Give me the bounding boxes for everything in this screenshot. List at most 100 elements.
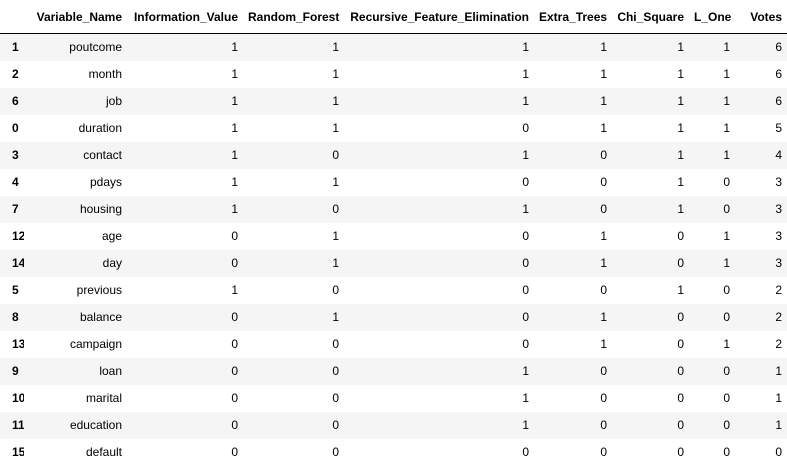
cell-extra-trees: 1: [600, 121, 607, 135]
cell-variable-name: default: [85, 445, 122, 459]
cell-extra-trees: 0: [600, 175, 607, 189]
cell-votes: 1: [775, 364, 782, 378]
table-header: Variable_Name Information_Value Random_F…: [0, 0, 787, 34]
cell-votes: 2: [775, 310, 782, 324]
cell-recursive-feature-elimination: 0: [522, 337, 529, 351]
cell-chi-square: 0: [677, 445, 684, 459]
cell-information-value: 0: [231, 256, 238, 270]
cell-random-forest: 0: [332, 445, 339, 459]
cell-recursive-feature-elimination: 1: [522, 148, 529, 162]
cell-chi-square: 1: [677, 40, 684, 55]
cell-votes: 3: [775, 175, 782, 189]
cell-extra-trees: 0: [600, 364, 607, 378]
row-index: 14: [12, 256, 24, 270]
cell-extra-trees: 1: [600, 94, 607, 108]
table-row: 8 balance 0 1 0 1 0 0 2: [0, 303, 787, 331]
row-index: 7: [12, 202, 19, 216]
row-index: 0: [12, 121, 19, 135]
cell-variable-name: balance: [79, 310, 122, 324]
cell-l-one: 1: [723, 229, 730, 243]
cell-random-forest: 1: [332, 256, 339, 270]
cell-chi-square: 1: [677, 67, 684, 81]
cell-l-one: 1: [723, 256, 730, 270]
cell-random-forest: 1: [332, 40, 339, 55]
column-header-extra-trees: Extra_Trees: [534, 0, 612, 34]
cell-l-one: 0: [723, 418, 730, 432]
cell-recursive-feature-elimination: 1: [522, 418, 529, 432]
cell-votes: 3: [775, 202, 782, 216]
cell-l-one: 1: [723, 94, 730, 108]
table-row: 1 poutcome 1 1 1 1 1 1 6: [0, 33, 787, 61]
cell-recursive-feature-elimination: 0: [522, 256, 529, 270]
row-index: 12: [12, 229, 24, 243]
cell-l-one: 0: [723, 310, 730, 324]
cell-information-value: 1: [231, 67, 238, 81]
cell-extra-trees: 0: [600, 445, 607, 459]
cell-variable-name: pdays: [89, 175, 122, 189]
cell-variable-name: loan: [99, 364, 122, 378]
cell-l-one: 1: [723, 67, 730, 81]
row-index: 2: [12, 67, 19, 81]
column-header-recursive-feature-elimination: Recursive_Feature_Elimination: [344, 0, 534, 34]
cell-random-forest: 1: [332, 67, 339, 81]
cell-information-value: 1: [231, 148, 238, 162]
cell-votes: 0: [775, 445, 782, 459]
cell-information-value: 0: [231, 229, 238, 243]
cell-information-value: 1: [231, 94, 238, 108]
cell-votes: 2: [775, 337, 782, 351]
cell-recursive-feature-elimination: 1: [522, 94, 529, 108]
cell-chi-square: 1: [677, 148, 684, 162]
cell-information-value: 0: [231, 337, 238, 351]
cell-variable-name: education: [69, 418, 122, 432]
table-row: 12 age 0 1 0 1 0 1 3: [0, 223, 787, 250]
table-row: 10 marital 0 0 1 0 0 0 1: [0, 385, 787, 412]
cell-variable-name: contact: [83, 148, 122, 162]
table-row: 0 duration 1 1 0 1 1 1 5: [0, 115, 787, 142]
cell-information-value: 0: [231, 310, 238, 324]
cell-chi-square: 1: [677, 175, 684, 189]
cell-recursive-feature-elimination: 0: [522, 310, 529, 324]
cell-votes: 1: [775, 418, 782, 432]
column-header-l-one: L_One: [689, 0, 735, 34]
column-header-information-value: Information_Value: [127, 0, 243, 34]
row-index: 4: [12, 175, 19, 189]
cell-extra-trees: 1: [600, 40, 607, 55]
row-index: 11: [12, 418, 24, 432]
cell-l-one: 1: [723, 337, 730, 351]
table-row: 11 education 0 0 1 0 0 0 1: [0, 411, 787, 439]
cell-chi-square: 1: [677, 94, 684, 108]
column-header-votes: Votes: [735, 0, 787, 34]
cell-chi-square: 0: [677, 364, 684, 378]
cell-chi-square: 0: [677, 256, 684, 270]
cell-variable-name: month: [88, 67, 122, 81]
row-index: 5: [12, 283, 19, 297]
cell-information-value: 0: [231, 391, 238, 405]
cell-random-forest: 0: [332, 337, 339, 351]
cell-random-forest: 1: [332, 310, 339, 324]
cell-random-forest: 0: [332, 391, 339, 405]
cell-votes: 6: [775, 40, 782, 55]
cell-extra-trees: 1: [600, 229, 607, 243]
cell-chi-square: 0: [677, 418, 684, 432]
cell-extra-trees: 0: [600, 283, 607, 297]
cell-l-one: 0: [723, 364, 730, 378]
cell-l-one: 0: [723, 202, 730, 216]
row-index: 3: [12, 148, 19, 162]
cell-chi-square: 1: [677, 283, 684, 297]
cell-chi-square: 0: [677, 229, 684, 243]
cell-votes: 4: [775, 148, 782, 162]
cell-variable-name: campaign: [69, 337, 122, 351]
table-row: 3 contact 1 0 1 0 1 1 4: [0, 141, 787, 169]
cell-random-forest: 0: [332, 418, 339, 432]
cell-recursive-feature-elimination: 1: [522, 391, 529, 405]
cell-extra-trees: 0: [600, 148, 607, 162]
cell-information-value: 0: [231, 364, 238, 378]
cell-l-one: 1: [723, 148, 730, 162]
cell-variable-name: poutcome: [69, 40, 122, 55]
cell-l-one: 0: [723, 283, 730, 297]
row-index: 6: [12, 94, 19, 108]
cell-recursive-feature-elimination: 1: [522, 202, 529, 216]
cell-chi-square: 0: [677, 337, 684, 351]
cell-extra-trees: 1: [600, 310, 607, 324]
header-row: Variable_Name Information_Value Random_F…: [0, 0, 787, 34]
